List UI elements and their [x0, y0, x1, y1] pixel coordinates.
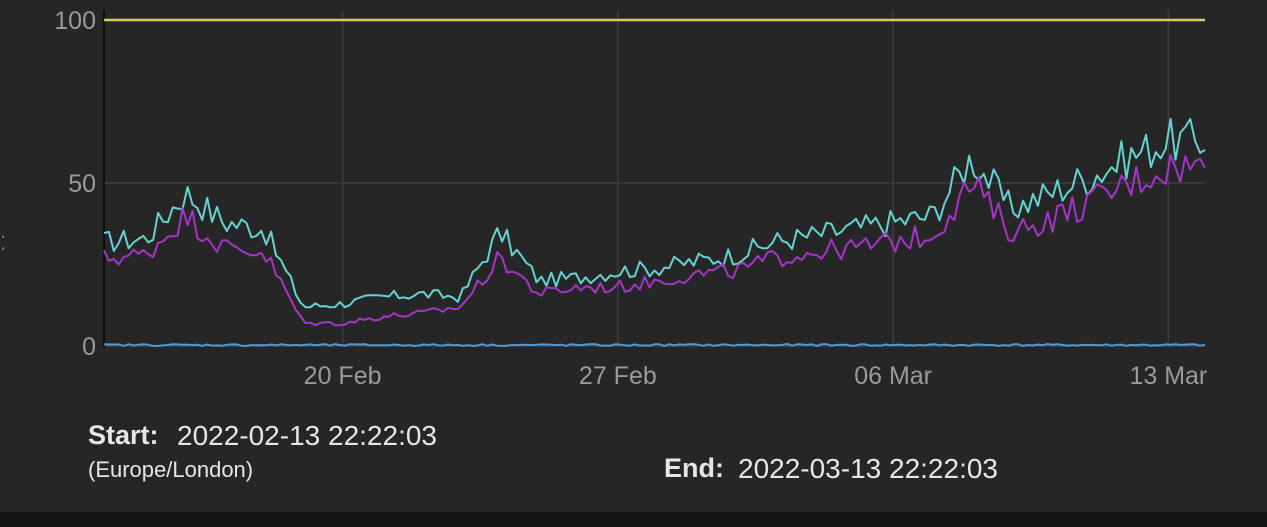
start-value: 2022-02-13 22:22:03 — [177, 420, 437, 451]
chart-grid — [104, 10, 1205, 347]
x-tick-label: 13 Mar — [1129, 362, 1207, 390]
series-lines — [103, 117, 1206, 347]
x-axis-ticks: 20 Feb 27 Feb 06 Mar 13 Mar — [304, 362, 1208, 390]
y-axis-ticks: 0 50 100 — [54, 7, 96, 361]
x-tick-label: 06 Mar — [854, 362, 932, 390]
x-tick-label: 20 Feb — [304, 362, 382, 390]
y-tick-label: 50 — [68, 170, 96, 198]
series-line-0 — [103, 117, 1206, 309]
start-label: Start: — [88, 420, 159, 450]
x-tick-label: 27 Feb — [579, 362, 657, 390]
chart-panel: Vo 0 50 100 20 Feb 27 Feb 06 Mar 13 Mar Start… — [0, 0, 1267, 512]
series-line-1 — [103, 154, 1206, 327]
timezone-label: (Europe/London) — [88, 457, 254, 482]
y-tick-label: 0 — [82, 333, 96, 361]
y-tick-label: 100 — [54, 7, 96, 35]
series-line-2 — [103, 343, 1206, 347]
end-label: End: — [664, 453, 724, 483]
end-value: 2022-03-13 22:22:03 — [738, 453, 998, 484]
line-chart: 0 50 100 20 Feb 27 Feb 06 Mar 13 Mar — [54, 7, 1208, 390]
